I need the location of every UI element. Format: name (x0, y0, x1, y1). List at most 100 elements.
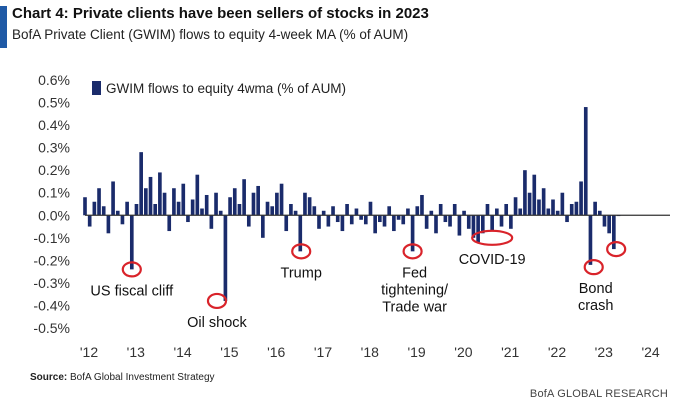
annotation-circle (471, 229, 514, 246)
flow-bar (153, 204, 158, 216)
x-tick-label: '24 (641, 344, 659, 360)
x-tick-label: '16 (267, 344, 285, 360)
flow-bar (214, 192, 218, 216)
y-tick-label: -0.2% (33, 252, 70, 268)
flow-bar (204, 194, 209, 216)
flow-bar (270, 206, 275, 216)
x-tick-label: '21 (501, 344, 519, 360)
x-tick-label: '14 (173, 344, 191, 360)
flow-bar (115, 210, 120, 216)
flow-bar (438, 204, 443, 216)
flow-bar (312, 206, 317, 216)
flow-bar (410, 215, 415, 252)
flow-bar (120, 215, 125, 225)
flow-bar (190, 199, 195, 216)
flow-bar (490, 215, 494, 232)
flow-bar (602, 215, 607, 227)
flow-bar (607, 215, 611, 234)
annotation-circle (402, 243, 423, 260)
flow-bar (401, 215, 406, 225)
x-tick-label: '22 (548, 344, 566, 360)
flow-bar (476, 215, 480, 243)
flow-bar (349, 215, 354, 225)
y-tick-label: -0.5% (33, 320, 70, 336)
flow-bar (251, 192, 256, 216)
flow-bar (354, 208, 359, 216)
flow-bar (335, 215, 340, 223)
flow-bar (457, 215, 462, 236)
flow-bar (532, 174, 537, 216)
flow-bar (125, 201, 129, 216)
flow-bar (331, 206, 335, 216)
flow-bar (139, 152, 143, 216)
x-tick-label: '23 (595, 344, 613, 360)
y-tick-label: 0.5% (38, 95, 70, 111)
flow-bar (406, 208, 410, 216)
flow-bar (368, 201, 373, 216)
source-label: Source: (30, 372, 68, 383)
flow-bar (471, 215, 476, 238)
legend-swatch (92, 81, 101, 95)
annotation-label: COVID-19 (459, 252, 526, 268)
flow-bar (569, 204, 574, 216)
annotation-circle (606, 240, 627, 258)
flow-bar (363, 215, 368, 225)
flow-bar (359, 215, 363, 220)
flow-bar (237, 204, 242, 216)
flow-bar (382, 215, 387, 227)
flow-bar (148, 176, 153, 216)
chart-title: Chart 4: Private clients have been selle… (12, 5, 429, 22)
flow-bar (480, 215, 485, 234)
x-tick-label: '18 (361, 344, 379, 360)
flow-bar (434, 215, 438, 234)
flow-bar (223, 215, 228, 301)
annotation-label: Trump (281, 265, 322, 281)
y-tick-label: 0.0% (38, 207, 70, 223)
flow-bar (97, 188, 101, 216)
x-tick-label: '20 (454, 344, 472, 360)
flow-bar (307, 197, 312, 216)
flow-bar (443, 215, 448, 223)
y-tick-label: 0.3% (38, 140, 70, 156)
flow-bar (326, 215, 331, 227)
flow-bar (415, 206, 420, 216)
flow-bar (466, 215, 471, 229)
flow-bar (593, 201, 597, 216)
flow-bar (378, 215, 382, 223)
flow-bar (518, 208, 523, 216)
flow-bar (504, 204, 509, 216)
flow-bar (144, 188, 148, 216)
flow-bar (452, 204, 457, 216)
flow-bar (134, 204, 139, 216)
flow-bar (256, 185, 260, 216)
flow-bar (513, 197, 518, 216)
flow-bar (218, 210, 223, 216)
flow-bar (317, 215, 321, 229)
flow-bar (485, 204, 490, 216)
flow-bar (495, 208, 499, 216)
flow-bar (429, 210, 434, 216)
flow-bar (373, 215, 377, 234)
annotation-circle (121, 261, 142, 278)
flow-bar (597, 210, 602, 216)
y-tick-label: -0.4% (33, 297, 70, 313)
flow-bar (232, 188, 237, 216)
y-tick-label: 0.2% (38, 162, 70, 178)
flow-bar (424, 215, 429, 229)
flow-bar (195, 174, 200, 216)
flow-bar (555, 210, 560, 216)
flow-bar (396, 215, 401, 220)
flow-bar (541, 188, 546, 216)
x-tick-label: '15 (220, 344, 238, 360)
flow-bar (345, 204, 349, 216)
flow-bar (265, 201, 270, 216)
source-note: Source: BofA Global Investment Strategy (30, 372, 215, 383)
flow-bar (462, 210, 466, 216)
flow-bar (246, 215, 251, 227)
flow-bar (209, 215, 214, 229)
flow-bar (612, 215, 616, 250)
y-tick-label: 0.6% (38, 72, 70, 88)
y-tick-label: 0.4% (38, 117, 70, 133)
flow-bar (228, 197, 232, 216)
flow-bar (261, 215, 265, 238)
